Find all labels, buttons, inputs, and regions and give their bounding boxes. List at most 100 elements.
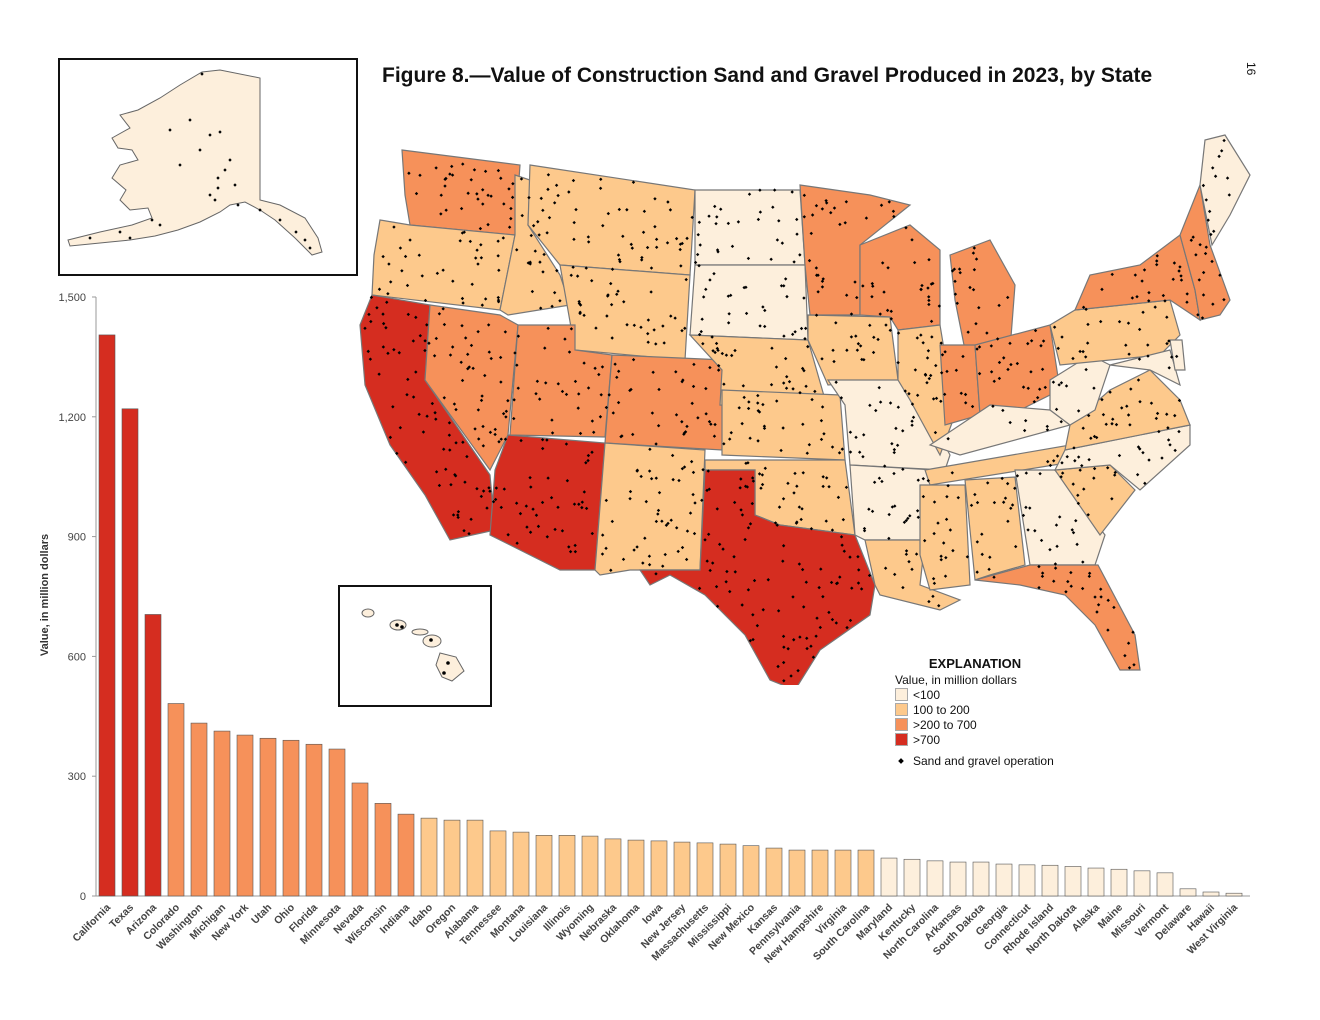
- operation-dot: [1212, 229, 1216, 233]
- x-tick-label: Illinois: [541, 902, 573, 934]
- operation-dot: [188, 118, 192, 122]
- operation-dot: [549, 496, 554, 500]
- bar-illinois: [558, 835, 576, 897]
- operation-dot: [850, 586, 854, 590]
- bar-ohio: [282, 739, 300, 897]
- operation-dot: [1084, 307, 1088, 312]
- operation-dot: [870, 295, 874, 299]
- bar-minnesota: [328, 748, 346, 897]
- x-tick-label: Indiana: [378, 902, 413, 937]
- operation-dot: [1002, 356, 1006, 360]
- state-tx: [638, 469, 876, 685]
- operation-dot: [696, 233, 700, 237]
- operation-dot: [822, 432, 826, 436]
- operation-dot: [493, 497, 498, 502]
- operation-dot: [654, 519, 659, 524]
- operation-dot: [198, 148, 202, 152]
- operation-dot: [781, 660, 786, 665]
- operation-dot: [615, 375, 619, 380]
- operation-dot: [580, 505, 584, 510]
- operation-dot: [931, 281, 935, 286]
- bar-california: [98, 334, 116, 897]
- bar-delaware: [1179, 888, 1197, 897]
- operation-dot: [381, 345, 386, 349]
- operation-dot: [724, 353, 729, 357]
- operation-dot: [1035, 395, 1040, 400]
- operation-dot: [802, 193, 807, 198]
- operation-dot: [975, 500, 980, 505]
- operation-dot: [1101, 412, 1106, 417]
- x-tick-label: Louisiana: [507, 902, 550, 945]
- operation-dot: [516, 386, 520, 390]
- operation-dot: [892, 214, 896, 219]
- operation-dot: [1071, 356, 1075, 361]
- state-al: [964, 476, 1026, 581]
- operation-dot: [783, 356, 788, 361]
- operation-dot: [944, 555, 948, 560]
- operation-dot: [915, 509, 920, 513]
- operation-dot: [910, 238, 914, 242]
- operation-dot: [463, 336, 468, 340]
- bar-new-jersey: [673, 841, 691, 897]
- operation-dot: [506, 398, 510, 403]
- legend-swatch: [895, 718, 908, 731]
- operation-dot: [921, 341, 925, 345]
- operation-dot: [1053, 566, 1058, 570]
- operation-dot: [1010, 503, 1015, 507]
- operation-dot: [890, 505, 895, 509]
- bar-kansas: [765, 847, 783, 897]
- x-tick-label: Kentucky: [876, 902, 918, 944]
- x-tick-label: Georgia: [974, 902, 1011, 939]
- operation-dot: [609, 302, 614, 307]
- operation-dot: [740, 421, 744, 426]
- state-ks: [721, 389, 846, 461]
- operation-dot: [1076, 455, 1081, 459]
- operation-dot: [467, 532, 471, 536]
- operation-dot: [911, 415, 916, 419]
- operation-dot: [805, 636, 809, 641]
- operation-dot: [452, 402, 457, 406]
- operation-dot: [774, 365, 779, 369]
- operation-dot: [683, 430, 688, 434]
- operation-dot: [713, 204, 717, 209]
- x-tick-label: Texas: [107, 902, 136, 931]
- operation-dot: [642, 209, 647, 214]
- operation-dot: [406, 377, 410, 382]
- operation-dot: [763, 308, 767, 313]
- legend-label: >700: [913, 732, 941, 747]
- legend-label: 100 to 200: [913, 702, 970, 717]
- operation-dot: [704, 287, 708, 292]
- x-tick-label: South Carolina: [811, 902, 872, 963]
- operation-dot: [923, 373, 928, 377]
- operation-dot: [708, 365, 712, 370]
- operation-dot: [398, 426, 403, 430]
- x-tick-label: Minnesota: [298, 902, 343, 947]
- operation-dot: [635, 468, 640, 472]
- operation-dot: [746, 406, 751, 411]
- operation-dot: [1013, 486, 1017, 490]
- operation-dot: [696, 416, 700, 420]
- operation-dot: [1207, 209, 1212, 214]
- operation-dot: [1087, 413, 1091, 418]
- operation-dot: [814, 266, 819, 270]
- bar-texas: [121, 408, 139, 897]
- operation-dot: [678, 247, 682, 252]
- operation-dot: [1155, 262, 1159, 267]
- operation-dot: [1053, 562, 1058, 566]
- operation-dot: [1092, 434, 1097, 439]
- operation-dot: [657, 490, 662, 495]
- operation-dot: [1147, 299, 1151, 303]
- operation-dot: [1038, 471, 1042, 476]
- operation-dot: [1125, 404, 1129, 408]
- operation-dot: [855, 348, 860, 352]
- operation-dot: [423, 348, 427, 353]
- operation-dot: [571, 178, 576, 183]
- operation-dot: [1206, 218, 1210, 222]
- operation-dot: [919, 333, 923, 337]
- operation-dot: [575, 274, 580, 278]
- x-tick-label: Rhode Island: [1001, 902, 1056, 957]
- x-tick-label: Maine: [1096, 902, 1126, 932]
- operation-dot: [680, 328, 684, 333]
- figure-title: Figure 8.—Value of Construction Sand and…: [382, 64, 1153, 87]
- operation-dot: [1003, 496, 1008, 500]
